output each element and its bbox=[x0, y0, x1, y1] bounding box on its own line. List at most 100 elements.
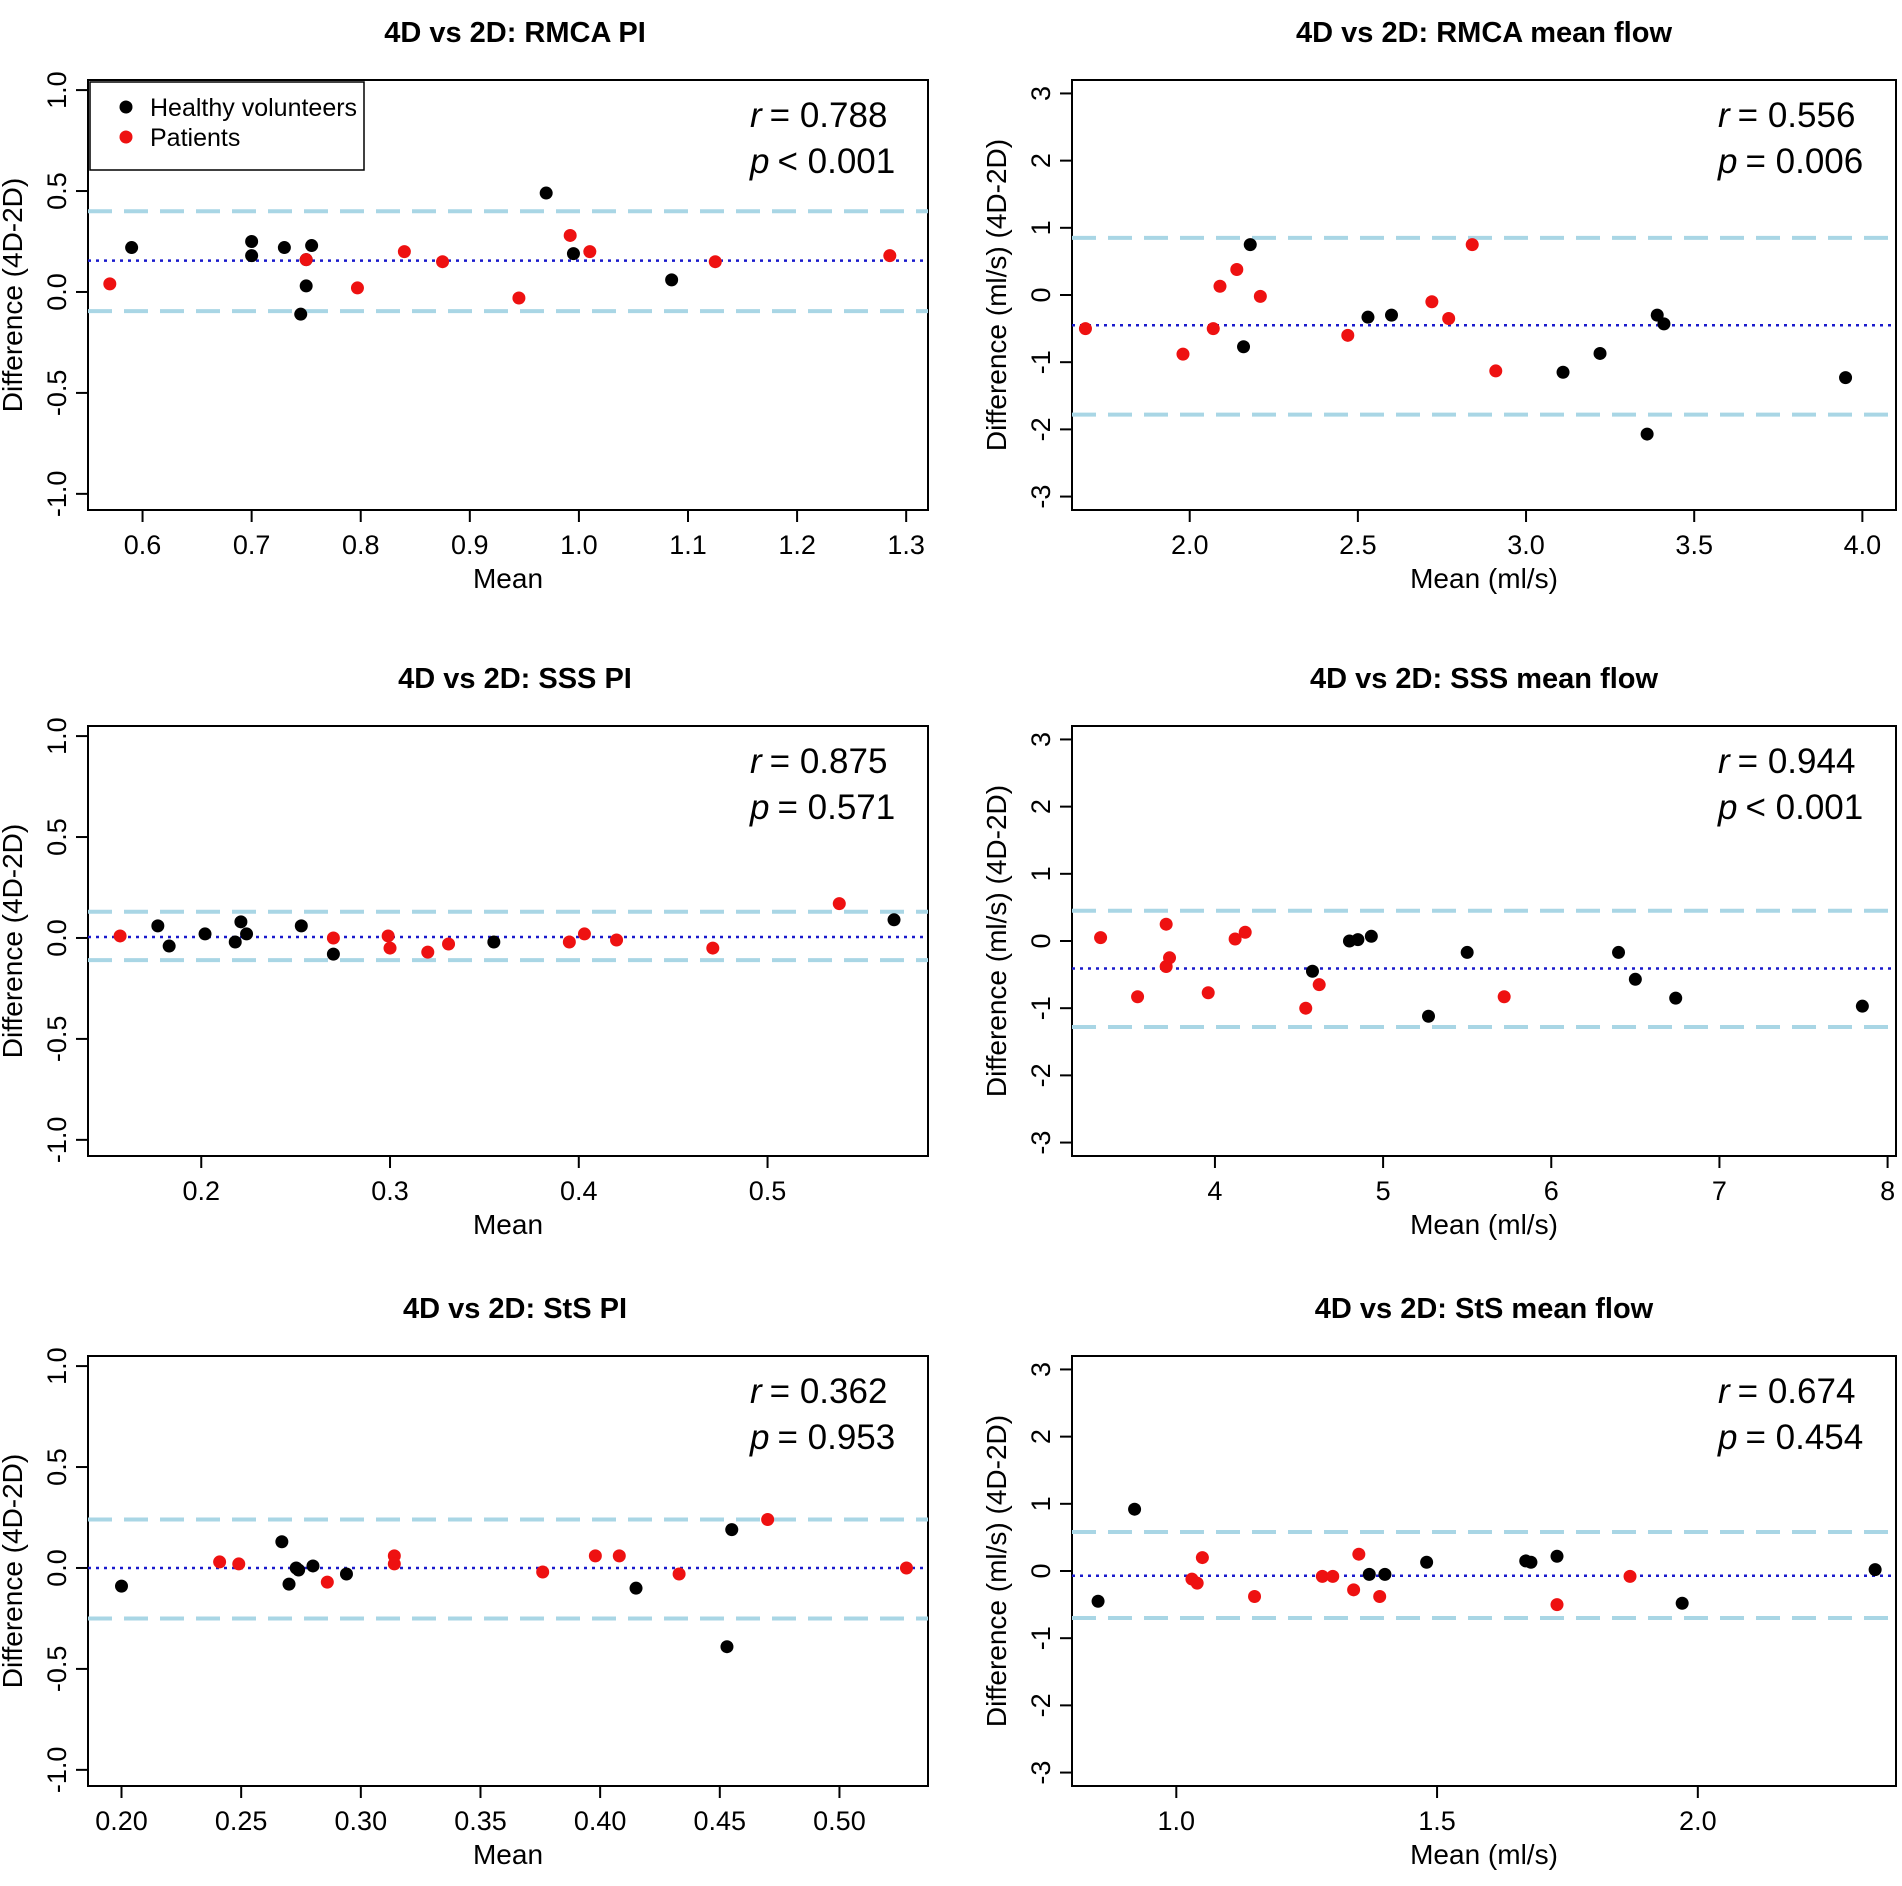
x-tick-label: 0.20 bbox=[95, 1806, 148, 1836]
stat-r: r = 0.944 bbox=[1718, 742, 1855, 781]
panel-1: 4D vs 2D: RMCA PI 0.6 0.7 0.8 0.9 1.0 1.1 1.2 1.… bbox=[0, 17, 929, 594]
patient-point bbox=[536, 1565, 550, 1579]
patient-point bbox=[1228, 932, 1242, 946]
patient-point bbox=[1213, 279, 1227, 293]
stat-r-value: = 0.556 bbox=[1738, 96, 1856, 135]
x-tick-label: 0.6 bbox=[124, 530, 162, 560]
y-tick-label: -2 bbox=[1026, 1693, 1056, 1717]
patient-point bbox=[883, 249, 897, 263]
panel-2: 4D vs 2D: RMCA mean flow 2.0 2.5 3.0 3.5 4.0 -… bbox=[981, 17, 1897, 594]
patient-point bbox=[350, 281, 364, 295]
y-tick-label: 1 bbox=[1026, 866, 1056, 881]
healthy-volunteer-point bbox=[234, 915, 248, 929]
stat-r-symbol: r bbox=[1718, 742, 1731, 781]
patient-point bbox=[1078, 322, 1092, 336]
stat-p: p = 0.953 bbox=[749, 1418, 895, 1457]
x-axis-label: Mean (ml/s) bbox=[1410, 1209, 1558, 1240]
patient-point bbox=[577, 927, 591, 941]
plot-frame bbox=[87, 725, 929, 1157]
healthy-volunteer-point bbox=[1839, 371, 1853, 385]
x-tick-label: 7 bbox=[1712, 1176, 1727, 1206]
healthy-volunteer-point bbox=[305, 239, 319, 253]
healthy-volunteer-point bbox=[306, 1559, 320, 1573]
healthy-volunteer-point bbox=[151, 919, 165, 933]
y-tick-label: 2 bbox=[1026, 799, 1056, 814]
patient-point bbox=[1094, 931, 1108, 945]
x-tick-label: 2.0 bbox=[1171, 530, 1209, 560]
y-tick-label: 1.0 bbox=[42, 717, 72, 755]
patient-point bbox=[320, 1575, 334, 1589]
healthy-volunteer-point bbox=[720, 1640, 734, 1654]
healthy-volunteer-point bbox=[245, 235, 259, 249]
panel-title: 4D vs 2D: SSS mean flow bbox=[1310, 663, 1659, 695]
patient-point bbox=[1312, 978, 1326, 992]
patient-point bbox=[1163, 951, 1177, 965]
patient-point bbox=[899, 1561, 913, 1575]
y-tick-label: 0.0 bbox=[42, 1549, 72, 1587]
stat-r: r = 0.556 bbox=[1718, 96, 1855, 135]
patient-point bbox=[1341, 328, 1355, 342]
y-axis-label: Difference (ml/s) (4D-2D) bbox=[981, 139, 1012, 451]
patient-point bbox=[832, 897, 846, 911]
panel-title: 4D vs 2D: RMCA mean flow bbox=[1296, 17, 1672, 49]
y-tick-label: 0.0 bbox=[42, 273, 72, 311]
x-tick-label: 0.7 bbox=[233, 530, 271, 560]
stat-p: p = 0.006 bbox=[1717, 142, 1863, 181]
stat-r-value: = 0.875 bbox=[770, 742, 888, 781]
y-tick-label: -1.0 bbox=[42, 1747, 72, 1794]
x-tick-label: 5 bbox=[1376, 1176, 1391, 1206]
patient-point bbox=[1253, 289, 1267, 303]
x-tick-label: 0.8 bbox=[342, 530, 380, 560]
healthy-volunteer-point bbox=[1362, 1567, 1376, 1581]
healthy-volunteer-point bbox=[294, 307, 308, 321]
x-tick-label: 2.0 bbox=[1679, 1806, 1717, 1836]
y-tick-label: -3 bbox=[1026, 485, 1056, 509]
patient-point bbox=[1131, 990, 1145, 1004]
x-tick-label: 0.50 bbox=[813, 1806, 866, 1836]
x-tick-label: 0.45 bbox=[694, 1806, 747, 1836]
x-tick-label: 1.3 bbox=[887, 530, 925, 560]
healthy-volunteer-point bbox=[1593, 346, 1607, 360]
healthy-volunteer-point bbox=[326, 947, 340, 961]
stat-r-symbol: r bbox=[750, 1372, 763, 1411]
stat-p-symbol: p bbox=[749, 1418, 769, 1457]
patient-point bbox=[1497, 990, 1511, 1004]
x-tick-label: 1.2 bbox=[778, 530, 816, 560]
stat-r: r = 0.674 bbox=[1718, 1372, 1855, 1411]
y-tick-label: -1 bbox=[1026, 996, 1056, 1020]
patient-point bbox=[610, 933, 624, 947]
y-tick-label: 0.0 bbox=[42, 919, 72, 957]
patient-point bbox=[436, 255, 450, 269]
x-tick-label: 0.25 bbox=[215, 1806, 268, 1836]
x-axis-label: Mean (ml/s) bbox=[1410, 563, 1558, 594]
healthy-volunteer-point bbox=[629, 1581, 643, 1595]
stat-p-value: < 0.001 bbox=[1745, 788, 1863, 827]
healthy-volunteer-point bbox=[1351, 933, 1365, 947]
patient-point bbox=[421, 945, 435, 959]
healthy-volunteer-point bbox=[1091, 1594, 1105, 1608]
healthy-volunteer-point bbox=[1640, 427, 1654, 441]
legend-label: Healthy volunteers bbox=[150, 94, 357, 122]
y-tick-label: -0.5 bbox=[42, 370, 72, 417]
x-tick-label: 0.3 bbox=[371, 1176, 409, 1206]
patient-point bbox=[1489, 364, 1503, 378]
healthy-volunteer-point bbox=[198, 927, 212, 941]
y-axis-label: Difference (4D-2D) bbox=[0, 824, 28, 1058]
healthy-volunteer-point bbox=[725, 1523, 739, 1537]
healthy-volunteer-point bbox=[1524, 1555, 1538, 1569]
healthy-volunteer-point bbox=[1612, 945, 1626, 959]
patient-point bbox=[1623, 1569, 1637, 1583]
healthy-volunteer-point bbox=[1675, 1596, 1689, 1610]
stat-p: p < 0.001 bbox=[1717, 788, 1863, 827]
healthy-volunteer-point bbox=[1243, 238, 1257, 252]
y-tick-label: 0.5 bbox=[42, 172, 72, 210]
panel-title: 4D vs 2D: StS PI bbox=[403, 1293, 627, 1325]
patient-point bbox=[563, 228, 577, 242]
y-tick-label: 0 bbox=[1026, 287, 1056, 302]
patient-point bbox=[113, 929, 127, 943]
y-axis-label: Difference (ml/s) (4D-2D) bbox=[981, 1415, 1012, 1727]
y-tick-label: -3 bbox=[1026, 1761, 1056, 1785]
legend-marker bbox=[119, 100, 133, 114]
x-axis-label: Mean bbox=[473, 563, 543, 594]
